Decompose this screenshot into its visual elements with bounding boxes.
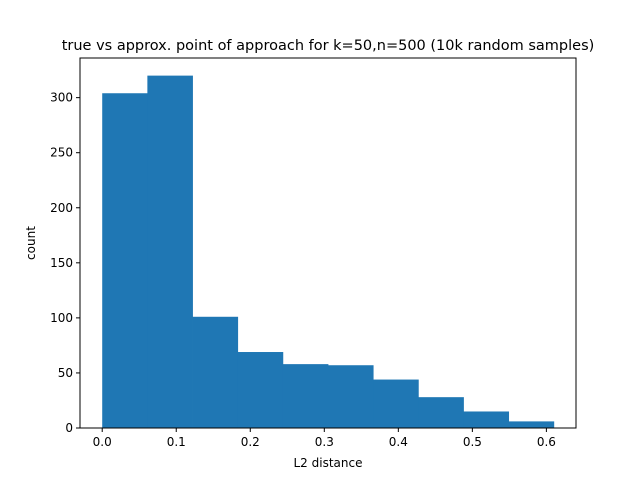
histogram-bar <box>418 397 464 428</box>
histogram-bar <box>192 316 239 428</box>
x-tick-label: 0.0 <box>93 435 112 449</box>
histogram-bar <box>508 421 555 428</box>
y-tick-label: 100 <box>50 311 73 325</box>
histogram-bar <box>463 411 510 428</box>
y-tick-label: 0 <box>65 421 73 435</box>
y-tick-label: 250 <box>50 146 73 160</box>
bars-group <box>102 75 555 429</box>
histogram-bar <box>282 364 329 428</box>
histogram-bar <box>237 352 284 428</box>
x-tick-label: 0.2 <box>241 435 260 449</box>
histogram-bar <box>102 93 148 429</box>
histogram-bar <box>373 379 419 428</box>
x-tick-label: 0.1 <box>167 435 186 449</box>
x-axis-label: L2 distance <box>294 456 363 470</box>
histogram-bar <box>328 365 374 428</box>
x-tick-label: 0.5 <box>463 435 482 449</box>
y-axis-ticks: 0 50 100 150 200 250 300 <box>50 91 80 435</box>
y-tick-label: 150 <box>50 256 73 270</box>
x-tick-label: 0.4 <box>389 435 408 449</box>
x-tick-label: 0.3 <box>315 435 334 449</box>
y-tick-label: 50 <box>58 366 73 380</box>
x-axis-ticks: 0.0 0.1 0.2 0.3 0.4 0.5 0.6 <box>93 428 556 449</box>
x-tick-label: 0.6 <box>537 435 556 449</box>
histogram-bar <box>147 75 193 429</box>
chart-title: true vs approx. point of approach for k=… <box>62 38 595 54</box>
y-tick-label: 300 <box>50 91 73 105</box>
plot-area-frame <box>79 57 577 429</box>
y-axis-label: count <box>24 226 38 260</box>
y-tick-label: 200 <box>50 201 73 215</box>
